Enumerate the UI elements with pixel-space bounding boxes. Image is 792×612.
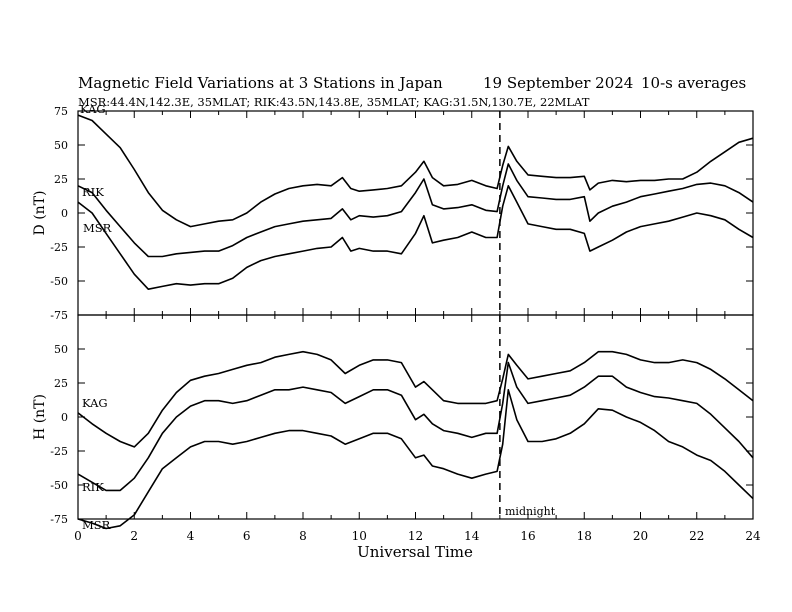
x-tick-label: 4 [187,529,195,543]
x-tick-label: 0 [74,529,82,543]
d-series-label-kag: KAG [80,102,106,116]
x-tick-label: 8 [299,529,307,543]
d-ytick-label: -75 [50,309,68,322]
chart-averaging: 10-s averages [641,74,746,92]
d-panel: 75 50 25 0 -25 -50 -75 KAG RIK MSR [50,102,754,322]
h-series-msr [77,388,754,530]
h-series-label-msr: MSR [82,518,111,532]
h-ytick-label: -50 [50,479,68,492]
x-tick-label: 18 [577,529,592,543]
x-axis: 0 2 4 6 8 10 12 14 16 18 20 22 24 [74,529,761,543]
chart-date: 19 September 2024 [483,74,633,92]
d-ytick-label: 25 [54,173,68,186]
x-tick-label: 16 [520,529,535,543]
x-tick-label: 20 [633,529,648,543]
x-tick-label: 6 [243,529,251,543]
x-tick-label: 12 [408,529,423,543]
d-ytick-label: 75 [54,105,68,118]
h-series-kag [77,350,754,448]
h-panel-frame [77,314,754,520]
d-series-kag [77,114,754,228]
d-ytick-label: 0 [61,207,68,220]
h-ytick-label: -25 [50,445,68,458]
d-series-label-msr: MSR [83,221,112,235]
chart-title: Magnetic Field Variations at 3 Stations … [78,74,443,92]
d-series-msr [77,185,754,291]
h-panel: 50 25 0 -25 -50 -75 KAG RIK MSR [50,314,754,532]
x-tick-label: 22 [689,529,704,543]
d-axis-label: D (nT) [32,191,48,236]
x-tick-label: 24 [745,529,761,543]
x-axis-label: Universal Time [357,543,473,561]
h-ytick-label: 50 [54,343,68,356]
d-ytick-label: 50 [54,139,68,152]
x-tick-label: 10 [352,529,367,543]
x-tick-label: 14 [464,529,480,543]
midnight-label: midnight [505,505,556,518]
h-series-label-rik: RIK [82,480,104,494]
d-series-rik [77,163,754,258]
h-ytick-label: 0 [61,411,68,424]
d-series-label-rik: RIK [82,185,104,199]
h-series-rik [77,361,754,492]
h-series-label-kag: KAG [82,396,108,410]
h-ytick-label: 25 [54,377,68,390]
d-ytick-label: -25 [50,241,68,254]
stations-info: MSR:44.4N,142.3E, 35MLAT; RIK:43.5N,143.… [78,95,590,109]
d-ytick-label: -50 [50,275,68,288]
h-ytick-label: -75 [50,513,68,526]
h-axis-label: H (nT) [32,394,48,440]
x-tick-label: 2 [130,529,138,543]
